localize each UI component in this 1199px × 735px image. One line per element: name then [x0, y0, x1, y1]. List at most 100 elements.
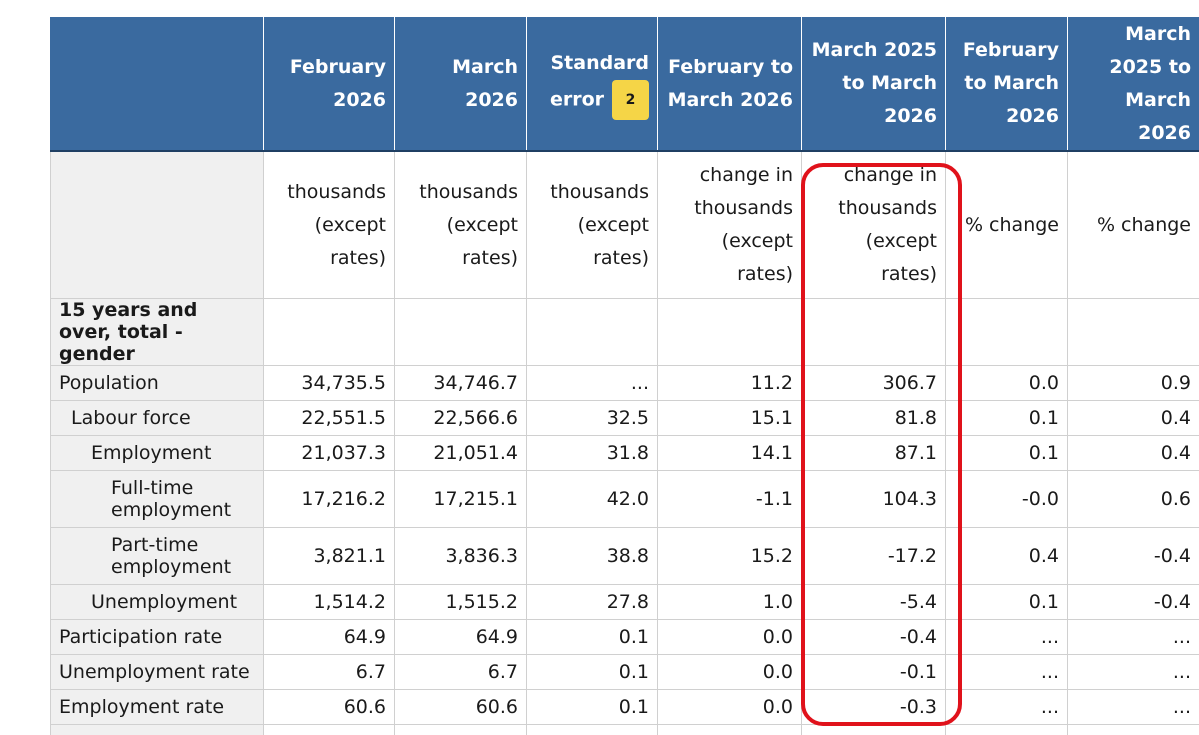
units-row: thousands (except rates) thousands (exce…	[51, 151, 1199, 299]
table-cell: 104.3	[802, 471, 946, 528]
col-header-yoy-change: March 2025 to March 2026	[802, 17, 946, 152]
unit-cell: thousands (except rates)	[527, 151, 658, 299]
table-cell: -0.3	[802, 690, 946, 725]
table-cell: 15.2	[658, 528, 802, 585]
table-cell: 22,551.5	[264, 401, 395, 436]
empty-cell	[946, 299, 1068, 366]
table-cell: 0.4	[1068, 436, 1199, 471]
empty-cell	[946, 725, 1068, 735]
col-header-march-2026: March 2026	[395, 17, 527, 152]
table-cell: ...	[946, 620, 1068, 655]
unit-cell: thousands (except rates)	[395, 151, 527, 299]
row-label: Labour force	[51, 401, 264, 436]
table-cell: 0.0	[658, 620, 802, 655]
table-cell: -0.0	[946, 471, 1068, 528]
table-cell: 22,566.6	[395, 401, 527, 436]
table-cell: 0.4	[946, 528, 1068, 585]
table-cell: 0.6	[1068, 471, 1199, 528]
empty-cell	[395, 725, 527, 735]
table-cell: 0.1	[527, 620, 658, 655]
table-cell: 0.4	[1068, 401, 1199, 436]
table-cell: 21,051.4	[395, 436, 527, 471]
unit-cell: thousands (except rates)	[264, 151, 395, 299]
table-cell: 0.1	[946, 585, 1068, 620]
col-header-february-2026: February 2026	[264, 17, 395, 152]
empty-cell	[1068, 725, 1199, 735]
footnote-badge[interactable]: 2	[612, 80, 649, 120]
row-label: Part-time employment	[51, 528, 264, 585]
empty-cell	[527, 299, 658, 366]
table-cell: 60.6	[264, 690, 395, 725]
table-cell: -0.4	[802, 620, 946, 655]
table-cell: ...	[527, 366, 658, 401]
table-cell: -0.4	[1068, 585, 1199, 620]
table-cell: -17.2	[802, 528, 946, 585]
table-cell: 6.7	[395, 655, 527, 690]
table-cell: ...	[946, 690, 1068, 725]
col-header-feb-to-mar-pct: February to March 2026	[946, 17, 1068, 152]
table-cell: 17,215.1	[395, 471, 527, 528]
table-cell: 60.6	[395, 690, 527, 725]
row-label: Unemployment rate	[51, 655, 264, 690]
table-cell: 17,216.2	[264, 471, 395, 528]
table-cell: -1.1	[658, 471, 802, 528]
table-cell: -0.4	[1068, 528, 1199, 585]
header-corner	[51, 17, 264, 152]
table-cell: 42.0	[527, 471, 658, 528]
unit-cell: % change	[1068, 151, 1199, 299]
table-cell: 15.1	[658, 401, 802, 436]
row-label: Employment rate	[51, 690, 264, 725]
table-cell: 1.0	[658, 585, 802, 620]
table-cell: 38.8	[527, 528, 658, 585]
unit-cell: change in thousands (except rates)	[658, 151, 802, 299]
table-cell: ...	[1068, 620, 1199, 655]
unit-cell: % change	[946, 151, 1068, 299]
empty-cell	[658, 725, 802, 735]
empty-cell	[51, 725, 264, 735]
empty-cell	[802, 725, 946, 735]
col-header-yoy-pct: March 2025 to March 2026	[1068, 17, 1199, 152]
table-cell: 21,037.3	[264, 436, 395, 471]
table-cell: 0.1	[946, 401, 1068, 436]
table-cell: ...	[1068, 655, 1199, 690]
empty-cell	[1068, 299, 1199, 366]
row-label: Population	[51, 366, 264, 401]
row-label: Unemployment	[51, 585, 264, 620]
table-cell: 34,735.5	[264, 366, 395, 401]
table-cell: 3,821.1	[264, 528, 395, 585]
table-cell: 87.1	[802, 436, 946, 471]
table-cell: 0.1	[527, 690, 658, 725]
table-cell: ...	[1068, 690, 1199, 725]
empty-cell	[527, 725, 658, 735]
unit-cell: change in thousands (except rates)	[802, 151, 946, 299]
col-header-feb-to-mar-change: February to March 2026	[658, 17, 802, 152]
table-cell: 6.7	[264, 655, 395, 690]
table-cell: 0.9	[1068, 366, 1199, 401]
table-cell: 3,836.3	[395, 528, 527, 585]
table-cell: 0.0	[946, 366, 1068, 401]
table-cell: -0.1	[802, 655, 946, 690]
table-cell: 11.2	[658, 366, 802, 401]
filler-row	[51, 725, 1199, 735]
table-cell: 0.1	[946, 436, 1068, 471]
empty-cell	[264, 725, 395, 735]
table-cell: 0.0	[658, 690, 802, 725]
table-cell: 1,515.2	[395, 585, 527, 620]
row-label: Full-time employment	[51, 471, 264, 528]
table-cell: 31.8	[527, 436, 658, 471]
table-cell: 306.7	[802, 366, 946, 401]
empty-cell	[658, 299, 802, 366]
table-cell: 27.8	[527, 585, 658, 620]
